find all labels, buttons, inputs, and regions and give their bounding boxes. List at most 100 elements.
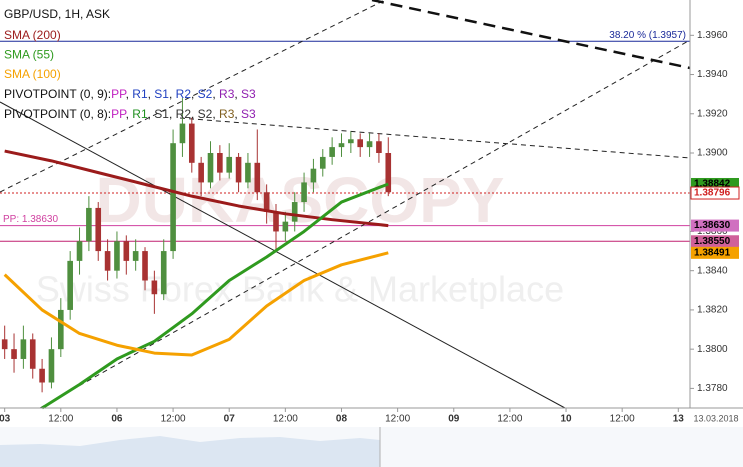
candle-body — [357, 139, 364, 148]
candle-body — [58, 309, 64, 350]
candle-body — [338, 143, 345, 148]
sma-line — [41, 182, 389, 410]
legend-entry: SMA (200) — [4, 28, 61, 42]
x-axis: 03 12:00 06 12:00 07 12:00 08 12:00 09 12:00 10 12:… — [0, 408, 684, 425]
moving-averages — [3, 149, 389, 410]
legend-part: PP — [111, 87, 127, 101]
x-tick-label: 10 — [560, 414, 572, 425]
x-tick-label: 13 — [673, 414, 685, 425]
watermark: DUKASCOPY Swiss Forex Bank & Marketplace — [36, 164, 564, 310]
legend-entry: SMA (100) — [4, 67, 61, 81]
legend-part: R3 — [219, 107, 235, 121]
candle-body — [263, 192, 270, 212]
candle-body — [310, 168, 317, 183]
candle-body — [160, 251, 167, 295]
candle-body — [179, 123, 186, 144]
legend-part: , — [126, 107, 133, 121]
watermark-subtitle: Swiss Forex Bank & Marketplace — [36, 269, 564, 310]
candle-body — [104, 251, 111, 271]
legend-part: , — [169, 87, 176, 101]
price-label: 1.38550 — [694, 236, 731, 247]
y-tick-label: 1.3860 — [697, 226, 728, 237]
trendline — [179, 117, 691, 159]
candle-body — [188, 123, 195, 163]
y-tick-label: 1.3920 — [697, 108, 728, 119]
price-label-bg — [691, 246, 739, 259]
legend-part: , — [169, 107, 176, 121]
y-tick-label: 1.3940 — [697, 69, 728, 80]
legend-part: , — [148, 107, 155, 121]
candle-body — [11, 349, 17, 359]
x-tick-label: 12:00 — [48, 414, 73, 425]
x-tick-label: 12:00 — [161, 414, 186, 425]
legend-part: , — [234, 107, 241, 121]
x-tick-label: 12:00 — [497, 414, 522, 425]
legend-part: S1 — [154, 107, 169, 121]
candle-body — [207, 153, 214, 183]
legend-part: PP — [111, 107, 127, 121]
x-tick-label: 12:00 — [385, 414, 410, 425]
price-label: 1.38630 — [694, 220, 731, 231]
candle-body — [1, 339, 8, 350]
candle-body — [226, 156, 233, 173]
legend-part: R2 — [176, 107, 192, 121]
candles — [1, 98, 392, 393]
price-label: 1.38491 — [694, 247, 731, 258]
legend-part: S1 — [154, 87, 169, 101]
level-label: PP: 1.38630 — [3, 214, 58, 225]
y-tick-label: 1.3800 — [697, 344, 728, 355]
candle-body — [142, 251, 148, 281]
legend-part: R1 — [132, 87, 148, 101]
legend-part: , — [191, 107, 198, 121]
candle-body — [254, 162, 261, 193]
x-tick-label: 12:00 — [273, 414, 298, 425]
legend-entry: SMA (55) — [4, 48, 54, 62]
legend-title: GBP/USD, 1H, ASK — [4, 7, 110, 21]
level-label: 38.20 % (1.3957) — [609, 30, 686, 41]
legend-part: PIVOTPOINT (0, 8): — [4, 107, 111, 121]
x-tick-label: 06 — [111, 414, 123, 425]
candle-body — [20, 339, 27, 359]
candle-body — [123, 241, 130, 261]
legend-part: S3 — [241, 107, 256, 121]
price-label-bg — [691, 235, 739, 248]
navigator — [0, 427, 743, 467]
x-tick-label: 12:00 — [610, 414, 635, 425]
candle-body — [39, 368, 45, 383]
candle-body — [385, 153, 392, 193]
candle-body — [29, 339, 36, 369]
candle-body — [235, 156, 242, 183]
candle-body — [282, 221, 289, 232]
watermark-title: DUKASCOPY — [96, 164, 505, 236]
y-tick-label: 1.3840 — [697, 265, 728, 276]
legend-part: S3 — [241, 87, 256, 101]
candle-body — [198, 162, 204, 183]
candle-body — [76, 241, 83, 261]
candle-body — [151, 280, 158, 295]
y-tick-label: 1.3960 — [697, 30, 728, 41]
candle-body — [48, 349, 55, 383]
legend-part: S2 — [198, 87, 213, 101]
date-label: 13.03.2018 — [693, 413, 738, 423]
pivot-legend: PIVOTPOINT (0, 8):PP, R1, S1, R2, S2, R3… — [4, 107, 256, 121]
candle-body — [217, 153, 223, 173]
legend-part: R1 — [132, 107, 148, 121]
candle-body — [86, 207, 92, 242]
y-tick-label: 1.3780 — [697, 383, 728, 394]
trendline — [371, 0, 691, 70]
x-tick-label: 08 — [336, 414, 348, 425]
legend-part: R2 — [176, 87, 192, 101]
candle-body — [245, 162, 251, 183]
candle-body — [170, 143, 176, 252]
legend-part: , — [148, 87, 155, 101]
candle-body — [67, 260, 73, 310]
legend-part: , — [234, 87, 241, 101]
candle-body — [376, 141, 382, 153]
candle-body — [95, 207, 102, 252]
sma-line — [3, 251, 389, 357]
candle-body — [366, 141, 373, 148]
y-tick-label: 1.3900 — [697, 148, 728, 159]
legend-part: R3 — [219, 87, 235, 101]
